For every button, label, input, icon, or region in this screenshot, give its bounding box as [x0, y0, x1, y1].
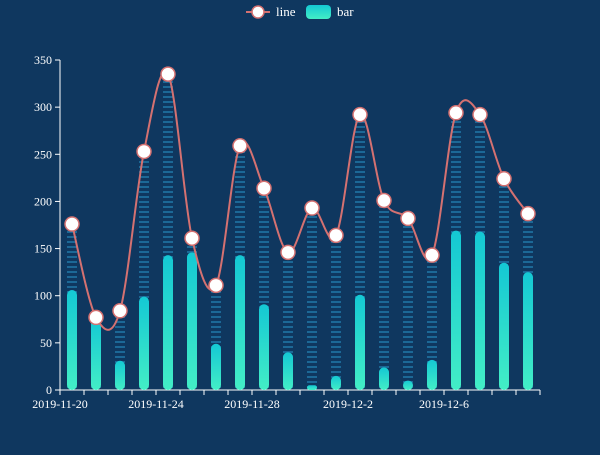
line-point	[352, 106, 368, 123]
legend-item-bar[interactable]: bar	[306, 4, 354, 19]
line-point	[184, 230, 200, 246]
line-point	[88, 309, 104, 326]
dotted-bar	[379, 201, 389, 388]
line-point	[256, 180, 272, 196]
bar-series	[67, 230, 533, 390]
line-point	[448, 105, 464, 121]
line-point	[496, 171, 512, 187]
y-tick-label: 250	[34, 147, 52, 161]
dotted-bar	[403, 221, 413, 388]
dotted-bar	[307, 211, 317, 388]
legend-item-line[interactable]: line	[246, 4, 296, 19]
bar	[403, 380, 413, 390]
bar	[139, 296, 149, 390]
circle-line-icon	[251, 5, 265, 19]
y-tick-label: 350	[34, 53, 52, 67]
x-tick-label: 2019-12-2	[323, 397, 373, 411]
line-point	[208, 277, 224, 294]
bar	[331, 375, 341, 390]
bar	[67, 290, 77, 390]
line-point	[520, 205, 536, 222]
line-point	[376, 192, 392, 209]
y-tick-label: 300	[34, 100, 52, 114]
line-series	[64, 66, 536, 331]
bar	[187, 252, 197, 390]
bar	[307, 385, 317, 390]
bar	[379, 367, 389, 390]
bar	[475, 231, 485, 390]
line-point	[64, 216, 80, 232]
x-tick-label: 2019-11-20	[32, 397, 88, 411]
bar	[427, 359, 437, 390]
bar	[283, 352, 293, 390]
x-tick-label: 2019-11-28	[224, 397, 280, 411]
line-point	[400, 210, 416, 227]
y-tick-label: 150	[34, 242, 52, 256]
bar	[211, 343, 221, 390]
bar	[235, 255, 245, 390]
legend: line bar	[246, 4, 354, 19]
line-point	[112, 303, 128, 319]
y-tick-label: 200	[34, 194, 52, 208]
y-tick-label: 50	[40, 336, 52, 350]
x-tick-label: 2019-12-6	[419, 397, 469, 411]
line-point	[328, 227, 344, 244]
line-point	[136, 143, 152, 160]
line-point	[280, 244, 296, 261]
dotted-bar	[331, 236, 341, 388]
legend-label: line	[276, 4, 296, 19]
x-tick-label: 2019-11-24	[128, 397, 184, 411]
bar	[259, 304, 269, 390]
line-point	[232, 138, 248, 154]
line-point	[160, 66, 176, 82]
y-tick-label: 100	[34, 289, 52, 303]
y-tick-label: 0	[46, 383, 52, 397]
bar	[523, 272, 533, 390]
line-point	[424, 247, 440, 263]
bar	[355, 294, 365, 390]
axes: 0 50 100 150 200 250 300 350 2019-11-20 2019-11-2…	[32, 53, 541, 411]
legend-label: bar	[337, 4, 354, 19]
rounded-rect-icon	[306, 5, 331, 19]
bar	[115, 360, 125, 390]
line-point	[304, 200, 320, 216]
bar	[163, 255, 173, 390]
line-point	[472, 106, 488, 123]
bar	[91, 319, 101, 390]
bar	[451, 230, 461, 390]
bar	[499, 262, 509, 390]
